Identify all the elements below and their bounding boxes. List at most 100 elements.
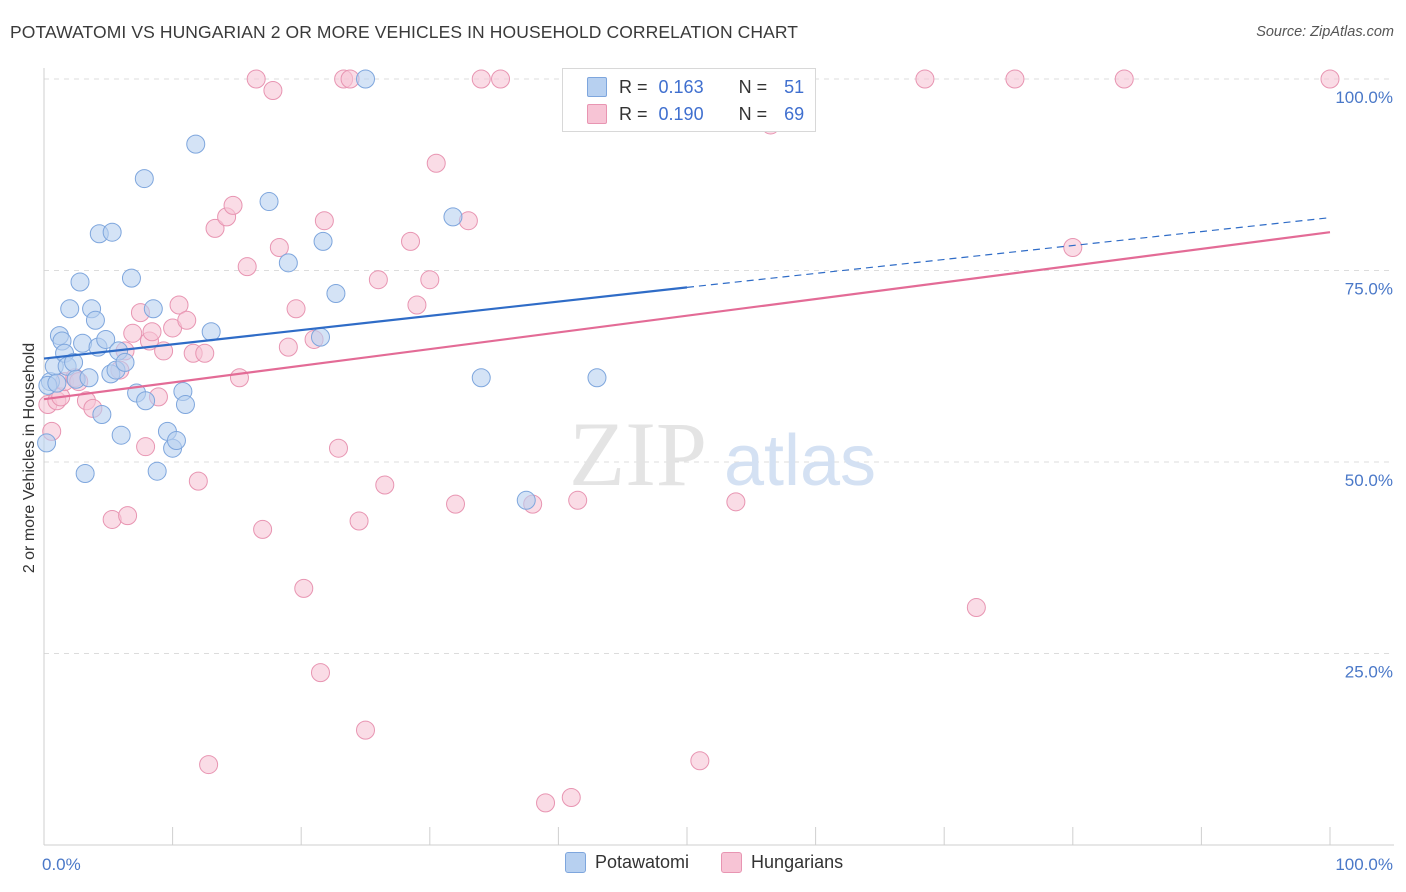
data-point	[401, 231, 421, 251]
data-point	[102, 222, 122, 242]
data-point	[516, 490, 536, 510]
series-legend-label: Hungarians	[751, 852, 844, 872]
y-tick-label: 100.0%	[1335, 88, 1393, 107]
hungarians-points	[38, 69, 1340, 813]
legend-n-label: N =	[738, 76, 768, 97]
data-point	[92, 405, 112, 425]
data-point	[111, 425, 131, 445]
data-point	[70, 272, 90, 292]
data-point	[310, 327, 330, 347]
potawatomi-points	[37, 69, 607, 510]
series-legend-hungarians[interactable]: Hungarians	[721, 852, 843, 873]
x-tick-label: 100.0%	[1335, 855, 1393, 874]
data-point	[60, 299, 80, 319]
data-point	[237, 257, 257, 277]
data-point	[356, 69, 375, 89]
data-point	[47, 373, 67, 393]
legend-n-value: 69	[784, 103, 805, 124]
data-point	[294, 578, 314, 598]
watermark-zip: ZIP	[569, 403, 707, 505]
trend-lines	[43, 217, 1331, 401]
data-point	[79, 368, 99, 388]
legend-swatch-blue	[587, 77, 607, 97]
data-point	[446, 494, 466, 514]
data-point	[426, 153, 446, 173]
data-point	[915, 69, 935, 89]
data-point	[726, 492, 746, 512]
source-credit: Source: ZipAtlas.com	[1256, 24, 1394, 40]
legend-r-value: 0.163	[658, 76, 704, 97]
data-point	[195, 343, 215, 363]
data-point	[229, 368, 249, 388]
data-point	[136, 391, 156, 411]
axes	[43, 68, 1394, 846]
data-point	[205, 218, 225, 238]
data-point	[471, 368, 491, 388]
data-point	[147, 461, 167, 481]
data-point	[166, 431, 186, 451]
data-point	[568, 490, 588, 510]
data-point	[142, 322, 162, 342]
data-point	[587, 368, 607, 388]
data-point	[1114, 69, 1134, 89]
data-point	[286, 299, 306, 319]
legend-swatch-pink	[587, 104, 607, 124]
data-point	[278, 253, 298, 273]
data-point	[1063, 238, 1083, 258]
data-point	[313, 231, 333, 251]
data-point	[75, 463, 95, 483]
data-point	[199, 755, 219, 775]
data-point	[223, 195, 243, 215]
data-point	[253, 519, 273, 539]
data-point	[96, 329, 116, 349]
data-point	[175, 395, 195, 415]
legend-r-label: R =	[619, 76, 648, 97]
data-point	[561, 788, 581, 808]
data-point	[186, 134, 206, 154]
data-point	[115, 352, 135, 372]
data-point	[169, 295, 189, 315]
data-point	[246, 69, 266, 89]
data-point	[143, 299, 163, 319]
x-tick-label: 0.0%	[42, 855, 81, 874]
data-point	[966, 598, 986, 618]
data-point	[263, 80, 283, 100]
series-legend-label: Potawatomi	[595, 852, 690, 872]
data-point	[259, 192, 279, 212]
data-point	[269, 238, 289, 258]
gridlines	[44, 78, 1394, 654]
legend-n-value: 51	[784, 76, 805, 97]
data-point	[690, 751, 710, 771]
data-point	[121, 268, 141, 288]
series-swatch-pink	[721, 852, 743, 873]
trend-line-hungarians	[43, 231, 1331, 401]
data-point	[188, 471, 208, 491]
data-point	[118, 506, 138, 526]
data-point	[123, 323, 143, 343]
data-point	[328, 438, 348, 458]
data-point	[443, 207, 463, 227]
y-tick-label: 50.0%	[1345, 471, 1393, 490]
data-point	[85, 310, 105, 330]
data-point	[375, 475, 395, 495]
data-point	[278, 337, 298, 357]
y-tick-label: 75.0%	[1345, 280, 1393, 299]
watermark-atlas: atlas	[724, 421, 876, 501]
data-point	[420, 270, 440, 290]
trend-line-potawatomi-extrapolated	[686, 217, 1331, 288]
trend-line-potawatomi	[43, 286, 688, 360]
data-point	[314, 211, 334, 231]
series-legend-potawatomi[interactable]: Potawatomi	[565, 852, 689, 873]
watermark: ZIP atlas	[569, 403, 876, 505]
data-point	[491, 69, 511, 89]
data-point	[349, 511, 369, 531]
data-point	[407, 295, 427, 315]
data-point	[1005, 69, 1025, 89]
data-point	[310, 663, 330, 683]
series-swatch-blue	[565, 852, 586, 873]
data-point	[136, 437, 156, 457]
stats-legend: R = 0.163 N = 51 R = 0.190 N = 69	[562, 68, 816, 132]
legend-r-label: R =	[619, 103, 648, 124]
series-legend: Potawatomi Hungarians	[565, 852, 875, 873]
